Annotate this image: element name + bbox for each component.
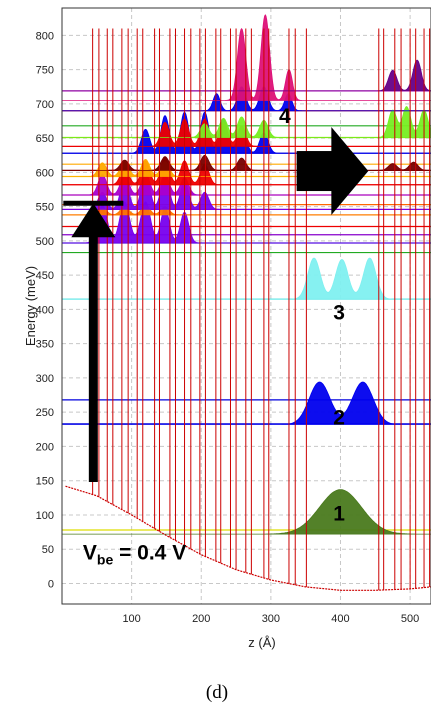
y-tick-label: 650 <box>36 133 54 145</box>
wavefunction-3 <box>62 257 431 300</box>
wavefunction-band <box>62 106 431 138</box>
tick-labels: 0 50 100 150 200 250 300 350 400 450 500 550 600 650 7… <box>36 30 420 625</box>
axes <box>61 7 431 605</box>
wavefunction-band <box>62 154 431 171</box>
energy-levels <box>62 90 431 531</box>
state-label-2: 2 <box>333 407 345 430</box>
tunneling-arrow-head <box>71 203 116 238</box>
y-tick-label: 500 <box>36 236 54 248</box>
wavefunction-band <box>62 14 431 101</box>
emission-arrow-head <box>331 127 369 216</box>
y-tick-label: 200 <box>36 441 54 453</box>
arrows <box>63 127 369 483</box>
wavefunction-1 <box>62 489 431 535</box>
conduction-band-line <box>65 485 431 591</box>
bias-voltage-label: Vbe = 0.4 V <box>83 541 186 567</box>
state-label-3: 3 <box>333 302 345 325</box>
y-tick-label: 450 <box>36 270 54 282</box>
wavefunction-band <box>62 156 431 186</box>
y-tick-label: 100 <box>36 510 54 522</box>
bias-value: = 0.4 V <box>113 541 186 564</box>
x-tick-label: 300 <box>262 613 280 625</box>
state-label-4: 4 <box>279 105 291 128</box>
wavefunction-band <box>62 59 431 92</box>
y-tick-label: 250 <box>36 407 54 419</box>
bias-subscript: be <box>97 551 114 567</box>
y-tick-label: 50 <box>42 544 54 556</box>
wavefunction-2 <box>62 381 431 425</box>
x-tick-label: 400 <box>331 613 349 625</box>
y-tick-label: 300 <box>36 373 54 385</box>
y-axis-title: Energy (meV) <box>23 266 38 346</box>
y-tick-label: 700 <box>36 99 54 111</box>
y-tick-label: 750 <box>36 65 54 77</box>
plot-frame <box>61 7 431 605</box>
y-tick-label: 800 <box>36 30 54 42</box>
figure-caption: (d) <box>206 682 228 703</box>
bias-symbol: V <box>83 541 97 564</box>
state-label-1: 1 <box>333 502 345 525</box>
x-tick-label: 200 <box>192 613 210 625</box>
emission-arrow-body <box>296 151 334 192</box>
y-tick-label: 350 <box>36 339 54 351</box>
x-tick-label: 100 <box>122 613 140 625</box>
conduction-band <box>65 28 431 591</box>
y-tick-label: 400 <box>36 304 54 316</box>
y-tick-label: 600 <box>36 167 54 179</box>
y-tick-label: 150 <box>36 476 54 488</box>
x-axis-title: z (Å) <box>248 635 275 650</box>
annotations: 1 2 3 4 Vbe = 0.4 V <box>83 105 345 567</box>
y-tick-label: 550 <box>36 202 54 214</box>
y-tick-label: 0 <box>48 578 54 590</box>
x-tick-label: 500 <box>401 613 419 625</box>
wavefunctions <box>62 14 431 535</box>
